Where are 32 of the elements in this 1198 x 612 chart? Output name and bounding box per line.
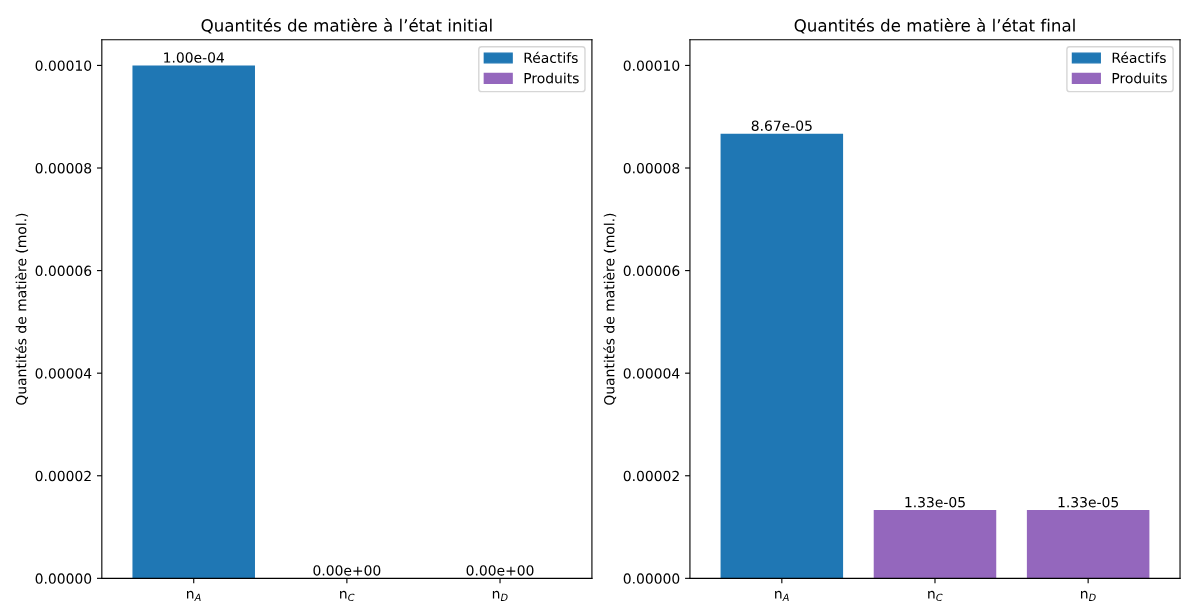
y-tick-label: 0.00006 <box>623 265 680 277</box>
y-tick-label: 0.00002 <box>35 470 91 482</box>
data-label: 1.33e-05 <box>905 496 965 508</box>
y-tick-label: 0.00004 <box>35 368 92 379</box>
y-tick-label: 0.00004 <box>623 368 680 379</box>
x-tick-label: n$_{A}$ <box>187 590 201 601</box>
data-label: 8.67e-05 <box>751 120 812 131</box>
chart-title: Quantités de matière à l’état initial <box>201 18 492 34</box>
y-tick-label: 0.00006 <box>35 265 92 277</box>
y-tick-label: 0.00000 <box>35 573 92 584</box>
y-tick-label: 0.00010 <box>623 60 680 71</box>
y-axis-title: Quantités de matière (mol.) <box>603 213 617 405</box>
legend-label: Produits <box>1112 72 1167 84</box>
data-label: 0.00e+00 <box>313 565 381 576</box>
data-label: 1.00e-04 <box>164 52 225 63</box>
y-tick-label: 0.00000 <box>623 573 680 584</box>
x-tick-label: n$_{D}$ <box>1081 590 1096 601</box>
legend-label: Réactifs <box>524 51 578 64</box>
chart-title: Quantités de matière à l’état final <box>794 18 1075 34</box>
legend-label: Produits <box>524 72 579 84</box>
y-axis-title: Quantités de matière (mol.) <box>15 213 29 405</box>
x-tick-label: n$_{A}$ <box>775 590 789 601</box>
x-tick-label: n$_{C}$ <box>928 590 943 602</box>
legend-label: Réactifs <box>1112 51 1166 64</box>
data-label: 0.00e+00 <box>466 565 534 576</box>
x-tick-label: n$_{C}$ <box>340 590 355 602</box>
y-tick-label: 0.00010 <box>35 60 92 71</box>
y-tick-label: 0.00008 <box>623 162 680 174</box>
y-tick-label: 0.00002 <box>623 470 679 482</box>
y-tick-label: 0.00008 <box>35 162 92 174</box>
x-tick-label: n$_{D}$ <box>492 590 508 601</box>
data-label: 1.33e-05 <box>1058 496 1118 508</box>
